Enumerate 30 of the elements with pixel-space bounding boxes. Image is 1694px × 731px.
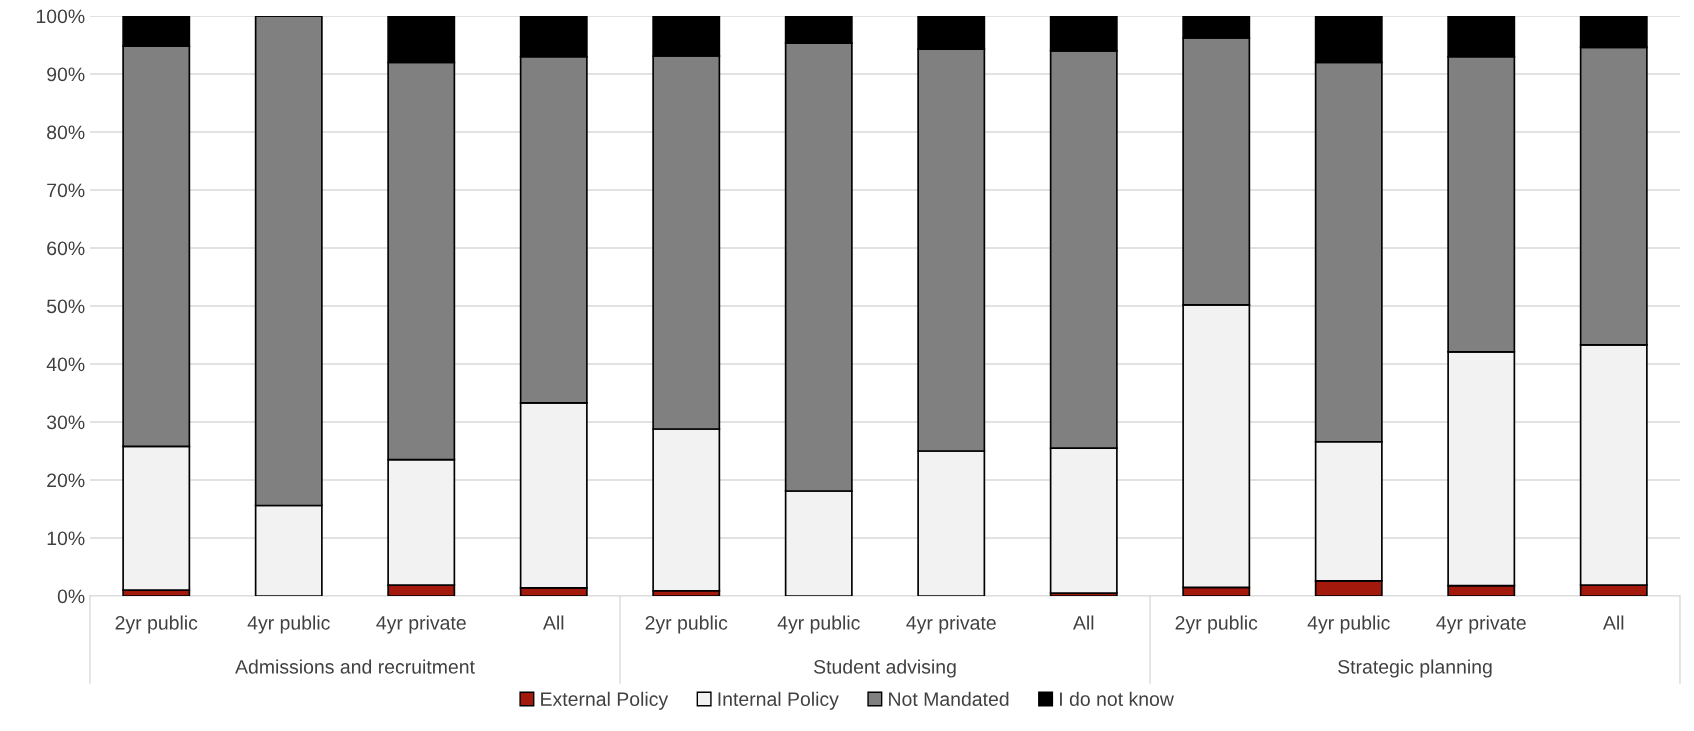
y-tick-label: 0% xyxy=(57,589,85,604)
x-tick-label: 2yr public xyxy=(645,615,728,634)
x-tick-label: 4yr private xyxy=(376,615,466,634)
y-tick-label: 50% xyxy=(47,299,85,314)
x-tick-label: 4yr public xyxy=(247,615,330,634)
y-tick-label: 100% xyxy=(36,9,85,24)
x-tick-label: 2yr public xyxy=(1175,615,1258,634)
x-tick-label: 4yr public xyxy=(1307,615,1390,634)
legend-label: External Policy xyxy=(541,691,669,710)
text: Admissions and recruitment xyxy=(235,659,475,674)
text: Strategic planning xyxy=(1338,659,1492,678)
x-tick-label: All xyxy=(1072,615,1094,630)
y-tick-label: 80% xyxy=(47,125,85,140)
y-tick-label: 90% xyxy=(47,67,85,82)
text: Student advising xyxy=(814,659,956,678)
y-tick-label: 40% xyxy=(46,357,85,372)
x-tick-label: All xyxy=(1602,615,1624,630)
legend-label: Not Mandated xyxy=(889,691,1009,706)
x-tick-label: All xyxy=(542,615,564,630)
x-tick-label: 4yr private xyxy=(1436,615,1526,634)
x-tick-label: 4yr private xyxy=(906,615,996,634)
legend-label: I do not know xyxy=(1060,691,1174,706)
y-tick-label: 60% xyxy=(47,241,85,256)
legend-label: Internal Policy xyxy=(718,691,839,710)
y-tick-label: 30% xyxy=(46,415,85,430)
y-tick-label: 70% xyxy=(47,183,85,198)
x-tick-label: 4yr public xyxy=(777,615,860,634)
y-tick-label: 10% xyxy=(47,531,85,546)
x-tick-label: 2yr public xyxy=(115,615,198,634)
y-tick-label: 20% xyxy=(47,473,85,488)
